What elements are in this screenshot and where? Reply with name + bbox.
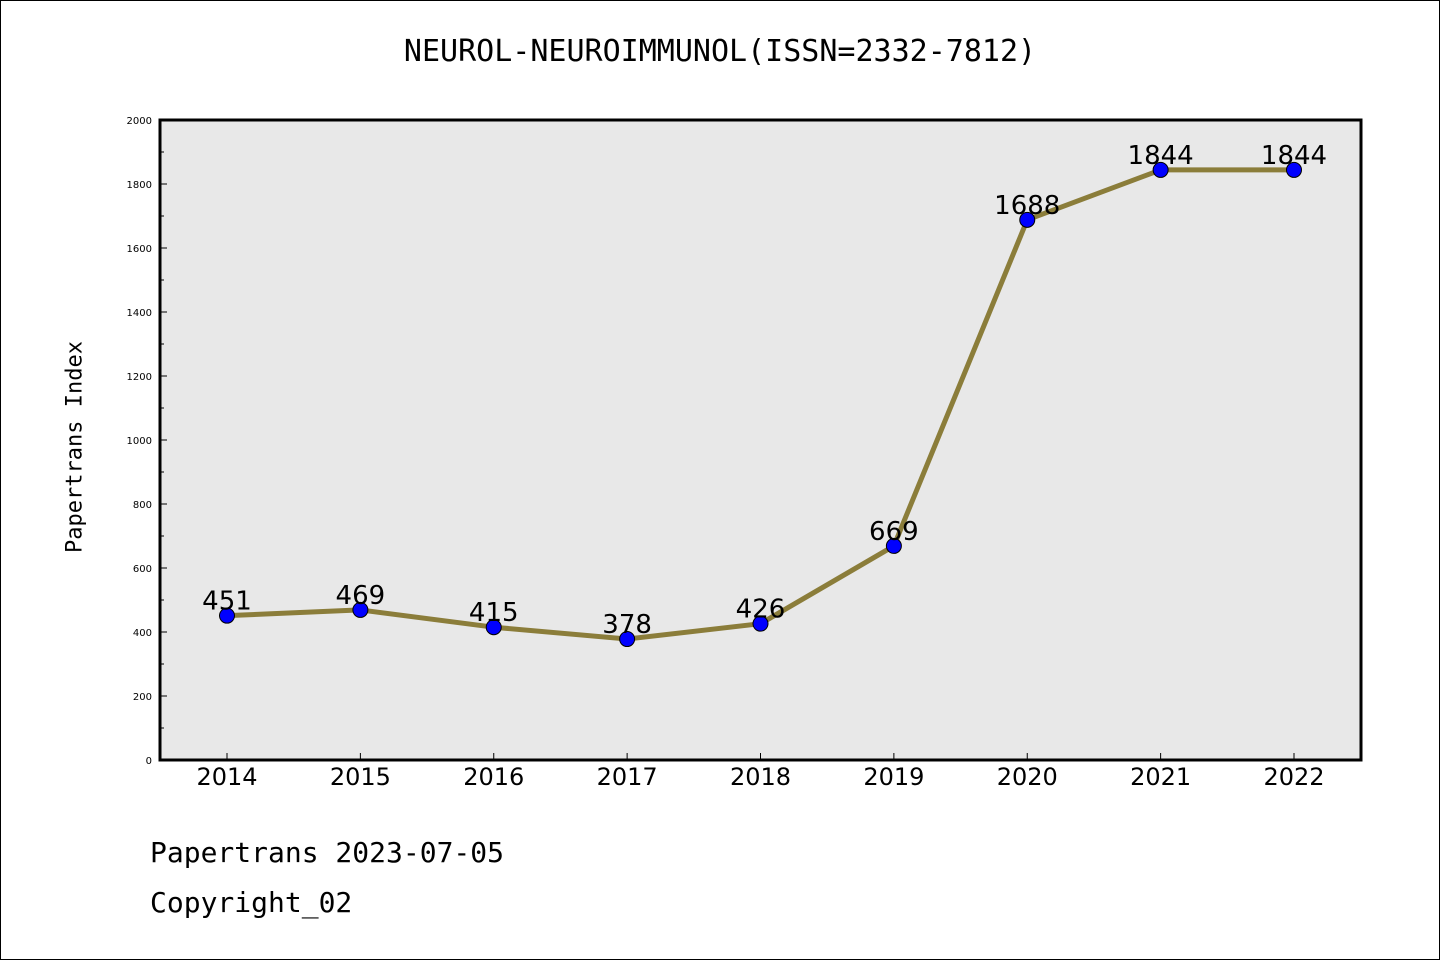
data-label: 1688 bbox=[994, 191, 1060, 221]
data-point bbox=[619, 631, 636, 648]
x-tick-label: 2016 bbox=[463, 763, 524, 791]
x-tick-label: 2018 bbox=[730, 763, 791, 791]
data-point bbox=[352, 601, 369, 618]
y-tick-label: 1400 bbox=[127, 308, 152, 319]
y-tick-label: 400 bbox=[133, 628, 152, 639]
data-label: 378 bbox=[602, 610, 652, 640]
x-tick-label: 2022 bbox=[1263, 763, 1324, 791]
chart-title: NEUROL-NEUROIMMUNOL(ISSN=2332-7812) bbox=[403, 34, 1037, 69]
data-label: 1844 bbox=[1128, 141, 1194, 171]
y-tick-label: 800 bbox=[133, 500, 152, 511]
data-label: 1844 bbox=[1261, 141, 1327, 171]
y-tick-label: 1800 bbox=[127, 180, 152, 191]
data-labels: 451 469 415 378 426 669 1688 1844 1844 bbox=[202, 141, 1327, 640]
data-point bbox=[219, 607, 235, 624]
footer-date-line: Papertrans 2023-07-05 bbox=[150, 836, 505, 869]
data-label: 426 bbox=[736, 595, 786, 625]
y-tick-label: 2000 bbox=[127, 116, 152, 127]
data-label: 669 bbox=[869, 517, 919, 547]
data-point bbox=[485, 619, 502, 636]
x-tick-label: 2021 bbox=[1130, 763, 1191, 791]
data-label: 469 bbox=[336, 581, 386, 611]
data-point bbox=[1019, 211, 1036, 228]
plot-border bbox=[158, 118, 1363, 762]
data-markers bbox=[219, 161, 1302, 648]
y-tick-label: 200 bbox=[133, 692, 152, 703]
data-point bbox=[885, 537, 902, 554]
data-point bbox=[1286, 161, 1302, 178]
x-tick-label: 2019 bbox=[863, 763, 924, 791]
y-tick-label: 1000 bbox=[127, 436, 152, 447]
y-tick-label: 600 bbox=[133, 564, 152, 575]
data-label: 415 bbox=[469, 598, 519, 628]
x-tick-label: 2015 bbox=[330, 763, 391, 791]
x-tick-label: 2017 bbox=[597, 763, 658, 791]
plot-area bbox=[160, 120, 1361, 760]
x-axis: 2014 2015 2016 2017 2018 2019 2020 2021 2022 bbox=[196, 753, 1325, 791]
y-tick-label: 1200 bbox=[127, 372, 152, 383]
x-tick-label: 2014 bbox=[196, 763, 257, 791]
x-tick-label: 2020 bbox=[997, 763, 1058, 791]
data-point bbox=[752, 615, 769, 632]
data-label: 451 bbox=[202, 587, 252, 617]
footer-copyright-line: Copyright_02 bbox=[150, 886, 353, 919]
y-tick-label: 0 bbox=[146, 756, 152, 767]
y-tick-label: 1600 bbox=[127, 244, 152, 255]
data-point bbox=[1152, 161, 1169, 178]
